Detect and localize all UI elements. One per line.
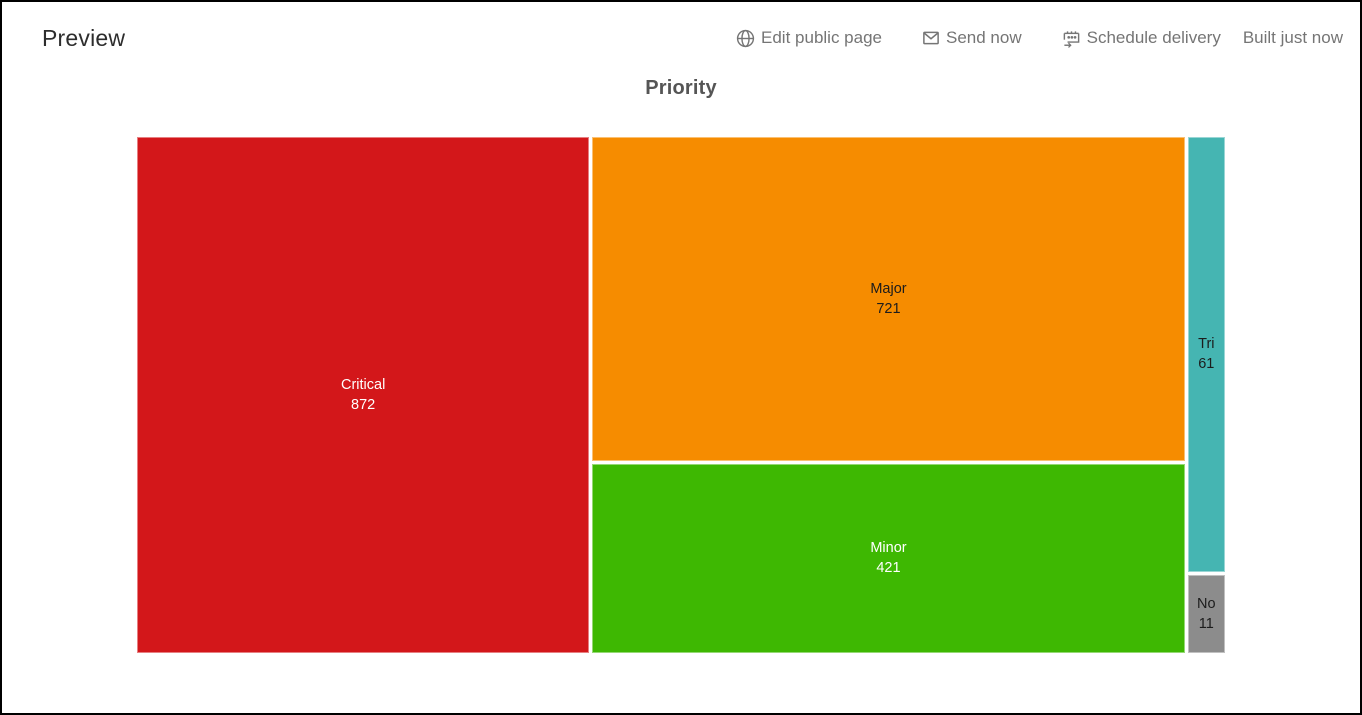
treemap-cell-critical[interactable]: Critical 872 <box>137 137 590 653</box>
treemap-cell-major[interactable]: Major 721 <box>592 137 1185 461</box>
cell-value: 421 <box>876 560 901 577</box>
send-now-button[interactable]: Send now <box>922 28 1022 48</box>
cell-label: No <box>1197 595 1216 612</box>
edit-public-page-button[interactable]: Edit public page <box>736 28 882 48</box>
schedule-delivery-button[interactable]: Schedule delivery <box>1062 28 1221 48</box>
envelope-icon <box>922 29 940 47</box>
cell-value: 872 <box>351 397 376 413</box>
chart-title: Priority <box>645 77 717 99</box>
treemap-cell-tri[interactable]: Tri 61 <box>1187 137 1225 572</box>
priority-treemap: Critical 872 Major 721 Minor 421 Tri 61 … <box>137 137 1225 653</box>
cell-label: Minor <box>870 540 907 557</box>
header-bar: Preview Edit public page <box>2 2 1360 56</box>
calendar-send-icon <box>1062 29 1081 48</box>
cell-value: 721 <box>876 300 901 317</box>
cell-value: 11 <box>1198 615 1214 632</box>
build-status: Built just now <box>1242 28 1343 47</box>
cell-label: Tri <box>1198 336 1215 353</box>
header-actions: Edit public page Send now <box>736 28 1343 48</box>
globe-icon <box>736 29 755 48</box>
treemap-cell-minor[interactable]: Minor 421 <box>592 463 1185 653</box>
cell-label: Major <box>870 280 907 297</box>
edit-public-page-label: Edit public page <box>761 28 882 47</box>
schedule-delivery-label: Schedule delivery <box>1086 28 1221 47</box>
cell-label: Critical <box>340 377 386 393</box>
page-title: Preview <box>42 24 126 51</box>
cell-value: 61 <box>1198 356 1215 373</box>
treemap-cell-no[interactable]: No 11 <box>1187 574 1225 653</box>
send-now-label: Send now <box>946 28 1022 47</box>
treemap-column: Major 721 Minor 421 <box>592 137 1185 653</box>
treemap-column: Tri 61 No 11 <box>1187 137 1225 653</box>
treemap-column: Critical 872 <box>137 137 590 653</box>
